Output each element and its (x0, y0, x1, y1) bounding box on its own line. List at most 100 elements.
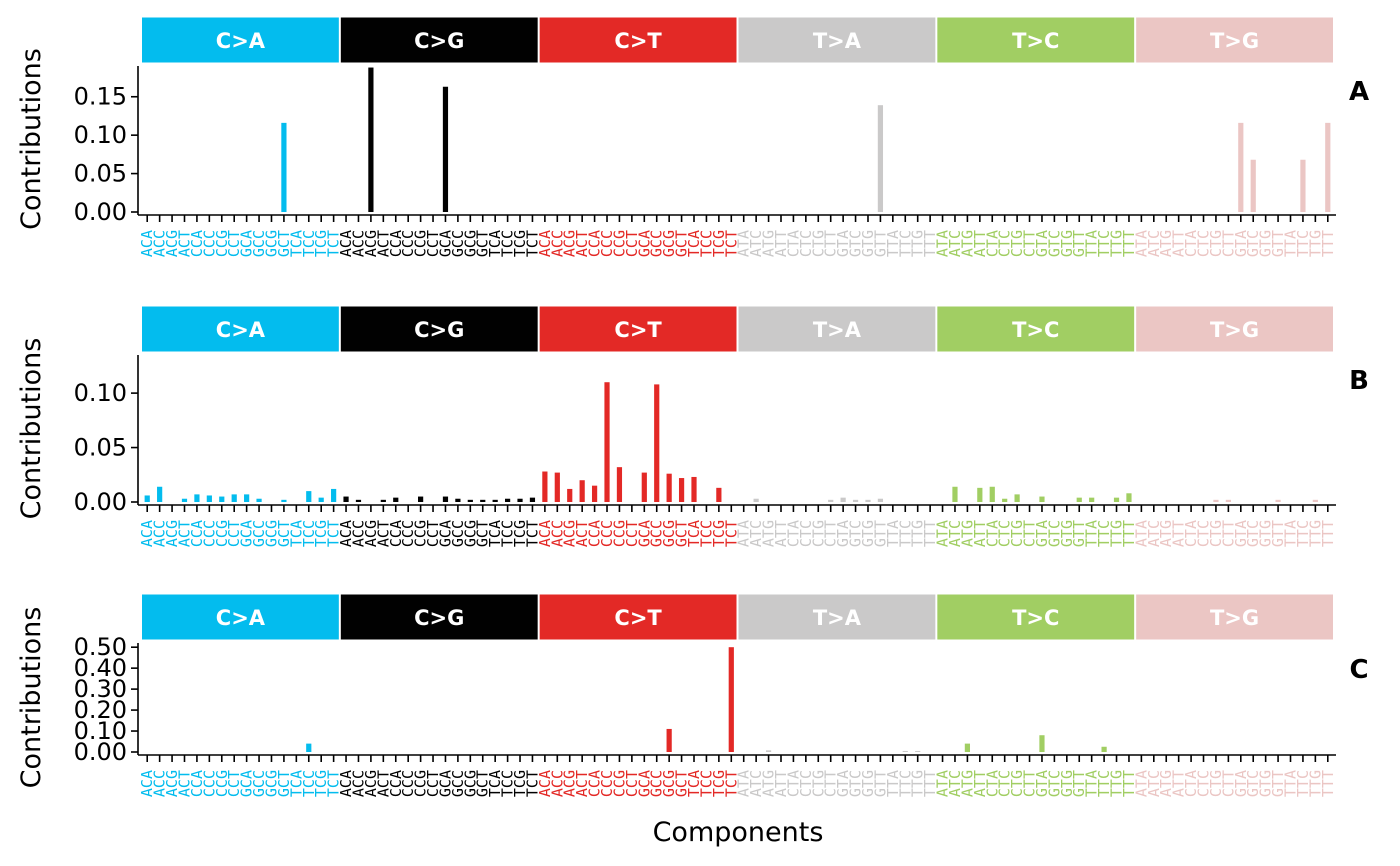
x-tick-label: GTC (847, 520, 865, 547)
x-tick-label: TCT (325, 770, 343, 797)
bar (654, 384, 660, 502)
x-tick-label: TTC (896, 520, 914, 547)
x-tick-label: ATT (971, 520, 989, 547)
x-tick-label: CTG (1008, 230, 1026, 257)
facet-strip (538, 16, 738, 64)
x-tick-label: GCC (648, 520, 666, 547)
x-tick-label: ATA (934, 230, 952, 257)
x-tick-label: TTG (1306, 770, 1324, 797)
x-tick-label: GTA (834, 520, 852, 547)
x-tick-label: GTT (1269, 770, 1287, 797)
x-tick-label: TTT (921, 770, 939, 797)
bar (480, 499, 486, 502)
x-tick-label: CTT (1219, 230, 1237, 257)
x-tick-label: GTT (1070, 520, 1088, 547)
x-tick-label: GCT (673, 770, 691, 797)
x-tick-label: TCG (312, 770, 330, 797)
x-tick-label: GTT (871, 520, 889, 547)
facet-strip (936, 593, 1136, 641)
y-tick-label: 0.10 (74, 121, 127, 149)
x-tick-label: CTC (996, 230, 1014, 257)
x-tick-label: GCC (250, 770, 268, 797)
bar (1312, 499, 1318, 502)
x-tick-label: GTG (1257, 770, 1275, 797)
x-tick-label: CTA (983, 770, 1001, 797)
x-tick-label: TCC (697, 520, 715, 547)
x-tick-label: GCT (474, 520, 492, 547)
bar (306, 743, 312, 752)
bar (716, 487, 722, 502)
x-tick-label: CTG (1207, 230, 1225, 257)
facet-strip-label: C>T (614, 29, 662, 53)
x-tick-label: ACG (362, 520, 380, 547)
x-tick-label: GCT (275, 770, 293, 797)
x-tick-label: CTG (1008, 770, 1026, 797)
bar (616, 467, 623, 502)
x-tick-label: TTA (1083, 230, 1101, 257)
x-tick-label: ATC (747, 230, 765, 257)
bar (1039, 735, 1045, 752)
bar (306, 491, 312, 502)
x-tick-label: ATG (760, 520, 778, 547)
x-tick-label: ATG (760, 770, 778, 797)
x-tick-label: TTC (1294, 230, 1312, 257)
x-tick-label: ATC (946, 770, 964, 797)
bar (244, 494, 250, 502)
x-tick-label: CCT (225, 520, 243, 547)
x-tick-label: ATG (1157, 520, 1175, 547)
bar (952, 486, 958, 502)
x-tick-label: TTT (1319, 230, 1337, 257)
x-tick-label: GTT (1269, 520, 1287, 547)
x-tick-label: TCC (300, 520, 318, 547)
facet-strip-label: C>G (414, 606, 464, 630)
x-tick-label: ACT (573, 770, 591, 797)
bar (1089, 497, 1095, 502)
x-tick-label: ACA (337, 520, 355, 547)
x-tick-label: CCA (387, 520, 405, 547)
x-tick-label: CCT (623, 230, 641, 257)
bar (902, 750, 908, 752)
bar (666, 473, 672, 502)
x-tick-label: ACT (374, 230, 392, 257)
panels: C>A C>G C>T T>A T>C T>G 0.00 0.05 0.10 0.15 Contri… (16, 16, 1369, 797)
x-tick-label: CCA (188, 230, 206, 257)
facet-strip-label: T>A (813, 318, 862, 342)
x-tick-label: CCA (586, 770, 604, 797)
x-tick-label: TTA (884, 770, 902, 797)
x-tick-label: CTT (1219, 520, 1237, 547)
facet-strip-label: T>G (1210, 29, 1259, 53)
y-tick-label: 0.15 (74, 83, 127, 111)
x-tick-label: ATC (1145, 230, 1163, 257)
bar (157, 486, 163, 502)
x-tick-label: GTG (1058, 520, 1076, 547)
x-tick-label: GTC (1045, 230, 1063, 257)
x-tick-label: GTT (1070, 230, 1088, 257)
facet-strip-label: T>C (1012, 606, 1059, 630)
facet-strip-label: C>G (414, 29, 464, 53)
x-tick-label: GTT (1070, 770, 1088, 797)
y-tick-label: 0.05 (74, 160, 127, 188)
x-tick-label: CTG (1207, 770, 1225, 797)
x-tick-label: GTG (1058, 770, 1076, 797)
x-tick-label: TTT (1319, 770, 1337, 797)
bar (964, 743, 971, 752)
x-tick-label: TCA (685, 230, 703, 257)
x-tick-label: ACC (151, 520, 169, 547)
x-tick-label: TTG (1306, 520, 1324, 547)
panel-b: C>A C>G C>T T>A T>C T>G 0.00 0.05 0.10 Contributi… (16, 305, 1369, 547)
x-tick-label: TTG (1108, 230, 1126, 257)
x-tick-label: ACT (374, 770, 392, 797)
facet-strip (936, 305, 1136, 353)
facet-strip (339, 593, 539, 641)
x-tick-label: ATG (1157, 770, 1175, 797)
x-tick-label: TTA (884, 230, 902, 257)
x-tick-label: GTC (847, 230, 865, 257)
x-tick-label: GTA (1033, 230, 1051, 257)
x-tick-label: CCG (610, 770, 628, 797)
x-tick-label: GTG (859, 520, 877, 547)
x-tick-label: GTT (871, 230, 889, 257)
x-tick-label: GCC (449, 520, 467, 547)
x-tick-label: ACA (138, 230, 156, 257)
x-tick-label: ATT (772, 520, 790, 547)
x-tick-label: CCC (598, 520, 616, 547)
